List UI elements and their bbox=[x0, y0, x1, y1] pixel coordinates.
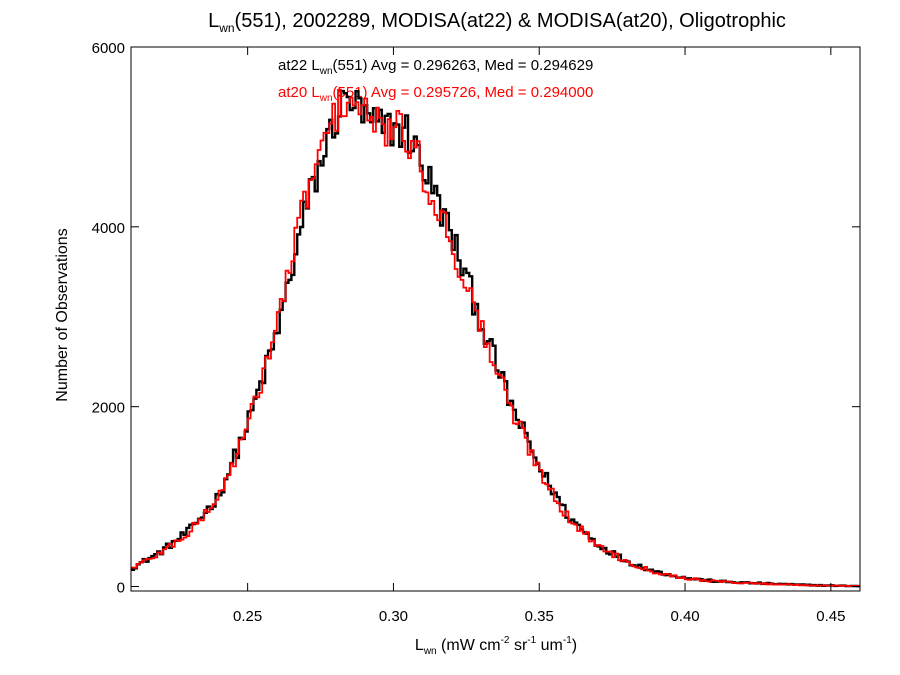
series-at22-line bbox=[131, 89, 860, 588]
y-tick-label: 4000 bbox=[92, 220, 125, 237]
y-tick-label: 0 bbox=[117, 580, 125, 597]
x-tick-label: 0.40 bbox=[670, 608, 699, 625]
series-at20-line bbox=[131, 88, 860, 588]
y-tick-label: 6000 bbox=[92, 40, 125, 57]
x-axis-label: Lwn (mW cm-2 sr-1 um-1) bbox=[415, 635, 577, 657]
x-tick-label: 0.35 bbox=[525, 608, 554, 625]
x-axis-ticks: 0.25 0.30 0.35 0.40 0.45 bbox=[233, 47, 845, 625]
legend-at20-stats: at20 Lwn(551) Avg = 0.295726, Med = 0.29… bbox=[278, 84, 593, 104]
x-tick-label: 0.45 bbox=[816, 608, 845, 625]
x-tick-label: 0.25 bbox=[233, 608, 262, 625]
plot-frame bbox=[130, 46, 861, 592]
legend-at22-stats: at22 Lwn(551) Avg = 0.296263, Med = 0.29… bbox=[278, 57, 593, 77]
y-axis-ticks: 0 2000 4000 6000 bbox=[92, 40, 860, 597]
chart-title: Lwn(551), 2002289, MODISA(at22) & MODISA… bbox=[208, 10, 786, 35]
y-tick-label: 2000 bbox=[92, 400, 125, 417]
y-axis-label: Number of Observations bbox=[54, 228, 71, 401]
x-tick-label: 0.30 bbox=[379, 608, 408, 625]
